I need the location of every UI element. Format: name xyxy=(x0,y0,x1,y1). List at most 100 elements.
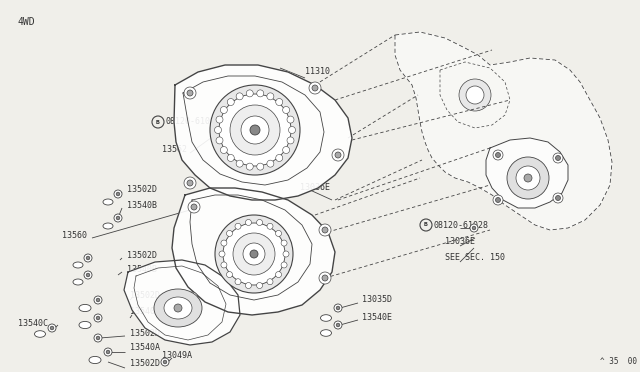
Ellipse shape xyxy=(233,233,275,275)
Text: 13540C: 13540C xyxy=(18,318,48,327)
Ellipse shape xyxy=(96,316,100,320)
Circle shape xyxy=(189,295,195,301)
Ellipse shape xyxy=(246,90,253,97)
Ellipse shape xyxy=(246,282,252,289)
Ellipse shape xyxy=(283,251,289,257)
Circle shape xyxy=(556,155,561,160)
Ellipse shape xyxy=(321,330,332,336)
Circle shape xyxy=(332,149,344,161)
Ellipse shape xyxy=(219,94,291,166)
Polygon shape xyxy=(174,65,352,200)
Ellipse shape xyxy=(227,230,232,237)
Ellipse shape xyxy=(243,243,265,265)
Ellipse shape xyxy=(470,224,478,232)
Ellipse shape xyxy=(334,304,342,312)
Ellipse shape xyxy=(221,240,227,246)
Ellipse shape xyxy=(257,163,264,170)
Text: 13502D: 13502D xyxy=(130,291,160,299)
Ellipse shape xyxy=(230,105,280,155)
Ellipse shape xyxy=(220,106,227,113)
Ellipse shape xyxy=(241,116,269,144)
Ellipse shape xyxy=(219,251,225,257)
Ellipse shape xyxy=(281,262,287,268)
Text: 13540B: 13540B xyxy=(127,201,157,209)
Ellipse shape xyxy=(174,304,182,312)
Ellipse shape xyxy=(84,271,92,279)
Ellipse shape xyxy=(472,226,476,230)
Ellipse shape xyxy=(73,262,83,268)
Text: SEE SEC. 150: SEE SEC. 150 xyxy=(445,253,505,263)
Ellipse shape xyxy=(336,323,340,327)
Text: 08120-61028: 08120-61028 xyxy=(166,118,221,126)
Ellipse shape xyxy=(334,321,342,329)
Circle shape xyxy=(319,272,331,284)
Ellipse shape xyxy=(114,190,122,198)
Ellipse shape xyxy=(164,297,192,319)
Circle shape xyxy=(188,201,200,213)
Ellipse shape xyxy=(507,157,549,199)
Ellipse shape xyxy=(267,279,273,285)
Circle shape xyxy=(184,177,196,189)
Ellipse shape xyxy=(86,256,90,260)
Ellipse shape xyxy=(227,272,232,278)
Text: 08120-61028: 08120-61028 xyxy=(434,221,489,230)
Polygon shape xyxy=(486,138,568,208)
Ellipse shape xyxy=(524,174,532,182)
Ellipse shape xyxy=(516,166,540,190)
Ellipse shape xyxy=(116,192,120,196)
Ellipse shape xyxy=(287,137,294,144)
Circle shape xyxy=(553,193,563,203)
Ellipse shape xyxy=(321,315,332,321)
Circle shape xyxy=(187,180,193,186)
Ellipse shape xyxy=(50,326,54,330)
Ellipse shape xyxy=(223,223,285,285)
Ellipse shape xyxy=(48,324,56,332)
Ellipse shape xyxy=(267,223,273,229)
Text: 13502D: 13502D xyxy=(127,186,157,195)
Ellipse shape xyxy=(214,126,221,134)
Ellipse shape xyxy=(236,160,243,167)
Ellipse shape xyxy=(221,262,227,268)
Text: 4WD: 4WD xyxy=(18,17,36,27)
Ellipse shape xyxy=(250,250,258,258)
Ellipse shape xyxy=(235,279,241,285)
Ellipse shape xyxy=(276,99,283,106)
Ellipse shape xyxy=(246,163,253,170)
Ellipse shape xyxy=(236,93,243,100)
Circle shape xyxy=(335,152,341,158)
Circle shape xyxy=(556,196,561,201)
Text: 13560: 13560 xyxy=(62,231,87,240)
Text: 13502D: 13502D xyxy=(130,328,160,337)
Circle shape xyxy=(191,204,197,210)
Ellipse shape xyxy=(94,334,102,342)
Circle shape xyxy=(312,85,318,91)
Circle shape xyxy=(495,153,500,157)
Ellipse shape xyxy=(96,336,100,340)
Ellipse shape xyxy=(257,219,262,225)
Text: 13540A: 13540A xyxy=(130,343,160,353)
Ellipse shape xyxy=(227,99,234,106)
Ellipse shape xyxy=(336,306,340,310)
Circle shape xyxy=(184,87,196,99)
Text: 13540E: 13540E xyxy=(362,314,392,323)
Ellipse shape xyxy=(103,223,113,229)
Ellipse shape xyxy=(275,230,282,237)
Ellipse shape xyxy=(283,147,290,154)
Ellipse shape xyxy=(276,154,283,161)
Polygon shape xyxy=(124,260,240,345)
Ellipse shape xyxy=(283,106,290,113)
Ellipse shape xyxy=(35,331,45,337)
Ellipse shape xyxy=(216,116,223,123)
Ellipse shape xyxy=(94,296,102,304)
Ellipse shape xyxy=(267,93,274,100)
Circle shape xyxy=(493,195,503,205)
Text: 13562: 13562 xyxy=(162,145,187,154)
Text: 11310: 11310 xyxy=(305,67,330,77)
Text: 13036E: 13036E xyxy=(445,237,475,247)
Text: 13049J: 13049J xyxy=(245,241,275,250)
Text: 13540B: 13540B xyxy=(127,266,157,275)
Ellipse shape xyxy=(84,254,92,262)
Ellipse shape xyxy=(267,160,274,167)
Circle shape xyxy=(322,275,328,281)
Ellipse shape xyxy=(161,358,169,366)
